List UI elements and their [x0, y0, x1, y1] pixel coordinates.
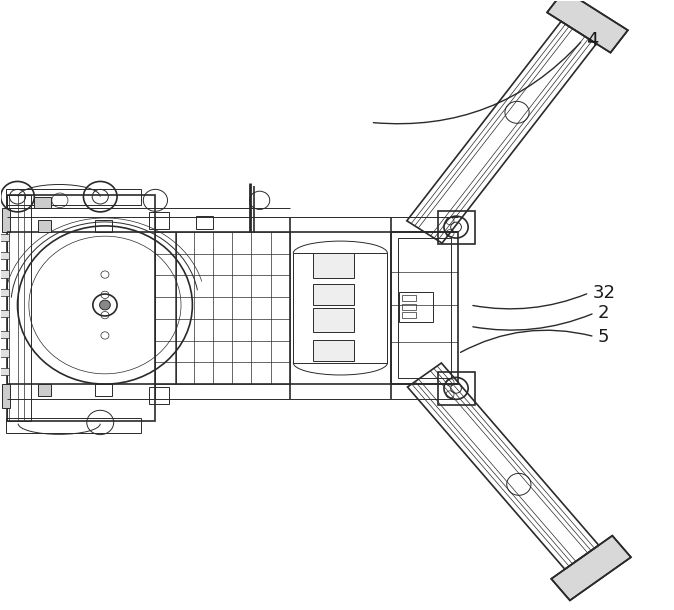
Text: 4: 4: [586, 30, 599, 50]
Bar: [95, 384, 112, 396]
Bar: [399, 292, 433, 322]
Polygon shape: [551, 536, 631, 600]
Bar: [2, 384, 10, 409]
Bar: [149, 212, 169, 229]
Bar: [391, 232, 458, 384]
Bar: [0, 289, 9, 296]
Bar: [7, 195, 31, 421]
Bar: [313, 284, 354, 305]
Bar: [195, 215, 212, 229]
Bar: [313, 253, 354, 278]
Text: 5: 5: [598, 328, 609, 346]
Bar: [402, 295, 416, 301]
Bar: [0, 270, 9, 278]
Bar: [34, 196, 51, 207]
Text: 2: 2: [598, 304, 609, 322]
Bar: [438, 210, 475, 244]
Bar: [2, 207, 10, 232]
Bar: [38, 220, 51, 232]
Bar: [95, 220, 112, 232]
Circle shape: [100, 300, 111, 310]
Bar: [438, 372, 475, 406]
Bar: [0, 252, 9, 259]
Bar: [0, 368, 9, 375]
Text: 32: 32: [592, 284, 615, 302]
Bar: [6, 189, 141, 204]
Bar: [313, 308, 354, 332]
Bar: [7, 195, 156, 421]
Bar: [0, 234, 9, 241]
Bar: [38, 384, 51, 396]
Bar: [293, 253, 388, 363]
Bar: [6, 418, 141, 433]
Bar: [0, 350, 9, 357]
Bar: [149, 387, 169, 404]
Bar: [0, 331, 9, 339]
Bar: [398, 238, 452, 378]
Bar: [313, 340, 354, 361]
Bar: [402, 304, 416, 310]
Polygon shape: [547, 0, 628, 52]
Bar: [0, 310, 9, 317]
Bar: [402, 312, 416, 318]
